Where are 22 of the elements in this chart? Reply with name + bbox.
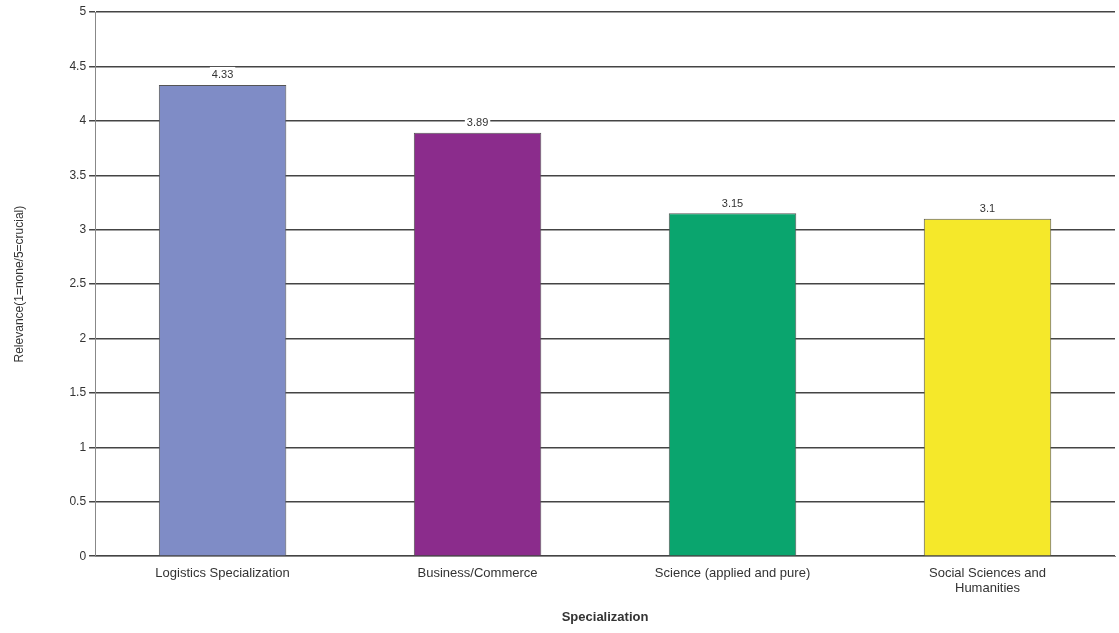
y-tick-label: 2.5 xyxy=(69,276,87,291)
y-tick-label: 4.5 xyxy=(69,58,87,73)
y-tick-label: 2 xyxy=(79,330,87,345)
y-tick-label: 1.5 xyxy=(69,385,87,400)
category-label: Social Sciences and xyxy=(928,564,1047,580)
data-label: 3.89 xyxy=(466,116,489,129)
y-tick-label: 3 xyxy=(79,221,87,236)
data-label: 3.1 xyxy=(979,202,996,215)
y-tick-label: 0 xyxy=(79,548,87,563)
data-label: 3.15 xyxy=(721,196,744,209)
x-tick-label: Logistics Specialization xyxy=(155,564,290,580)
data-label: 4.33 xyxy=(211,68,234,81)
y-tick-label: 5 xyxy=(79,4,87,19)
y-tick-label: 0.5 xyxy=(69,494,87,509)
x-tick-label: Business/Commerce xyxy=(417,564,538,580)
y-tick-label: 1 xyxy=(79,439,87,454)
category-label: Humanities xyxy=(954,580,1021,596)
y-tick-label: 3.5 xyxy=(69,167,87,182)
y-axis-title: Relevance(1=none/5=crucial) xyxy=(11,205,26,363)
y-tick-label: 4 xyxy=(79,113,87,128)
x-axis-title: Specialization xyxy=(561,608,649,624)
x-tick-label: Science (applied and pure) xyxy=(654,564,811,580)
